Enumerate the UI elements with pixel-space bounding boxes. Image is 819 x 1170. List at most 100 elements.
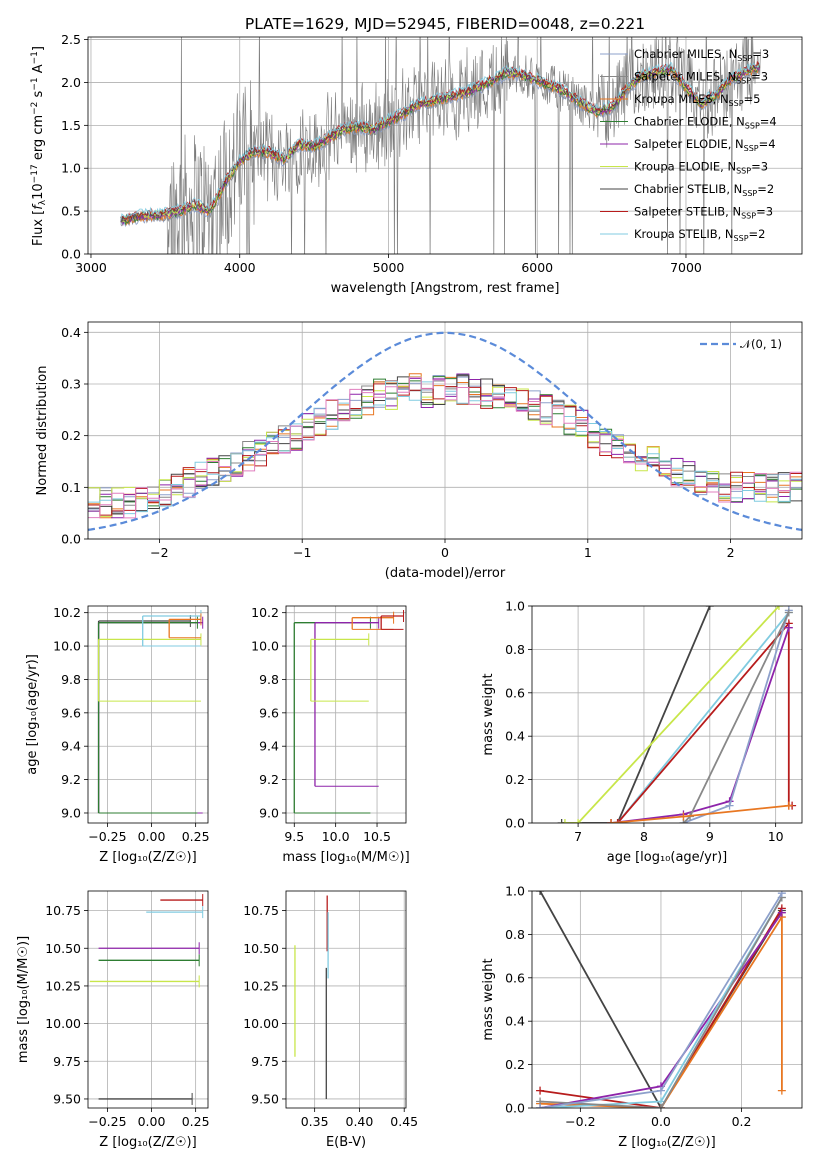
legend-label-main: Chabrier MILES, N — [634, 47, 737, 61]
mw-z-ytick-label: 0.8 — [505, 927, 525, 942]
spectrum-ylabel-part: −1 — [30, 77, 40, 90]
mw-age-marker — [725, 801, 734, 810]
residual-ytick-label: 0.2 — [61, 428, 81, 443]
mw-age-series — [610, 627, 790, 823]
mw-age-xtick-label: 10 — [768, 829, 784, 844]
residual-xtick-label: 0 — [441, 545, 449, 560]
mw-z-marker — [656, 1086, 665, 1095]
mass-ebv-xtick-label: 0.35 — [301, 1114, 329, 1129]
residual-ylabel: Normed distribution — [35, 366, 50, 496]
age-mass-ytick-label: 10.2 — [251, 605, 279, 620]
age-mass-ytick-label: 9.6 — [259, 705, 279, 720]
legend-label-sub: SSP — [745, 122, 760, 131]
age-z-ytick-label: 9.8 — [61, 672, 81, 687]
residual-xtick-label: −1 — [293, 545, 311, 560]
model-spectrum-kroupa-stelib — [120, 62, 761, 221]
mw-age-marker — [679, 812, 688, 821]
spectrum-ylabel: Flux [fλ10−17 erg cm−2 s−1 A−1] — [30, 46, 48, 246]
mass-ebv-ytick-label: 9.50 — [251, 1091, 279, 1106]
mw-age-xtick-label: 9 — [706, 829, 714, 844]
mw-z-plot-area — [536, 891, 786, 1108]
normal-curve — [88, 331, 802, 531]
residual-histogram — [88, 376, 802, 519]
model-spectrum-salpeter-stelib — [120, 60, 761, 221]
mw-age-ytick-label: 0.4 — [505, 729, 525, 744]
mw-age-xtick-label: 8 — [640, 829, 648, 844]
residual-xlabel: (data-model)/error — [385, 566, 506, 581]
model-spectrum-chabrier-stelib — [120, 62, 761, 223]
mw-z-xtick-label: 0.0 — [651, 1114, 671, 1129]
figure-title: PLATE=1629, MJD=52945, FIBERID=0048, z=0… — [245, 15, 645, 33]
mass-z-errorbar — [98, 942, 200, 955]
mw-z-marker — [777, 1086, 786, 1095]
residual-ytick-label: 0.3 — [61, 377, 81, 392]
age-z-ytick-label: 9.2 — [61, 772, 81, 787]
spectrum-plot-area — [120, 37, 761, 254]
spectrum-frame — [87, 36, 803, 255]
age-z-errorbar — [97, 633, 202, 702]
mw-z-xtick-label: −0.2 — [565, 1114, 595, 1129]
legend-label-tail: =5 — [744, 92, 761, 106]
spectrum-ytick-label: 2.5 — [61, 32, 81, 47]
mass-z-plot-area — [89, 894, 204, 1105]
spectrum-xtick-label: 6000 — [521, 260, 553, 275]
legend-label-main: Kroupa STELIB, N — [634, 227, 734, 241]
legend-label-sub: SSP — [741, 212, 756, 221]
age-z-ytick-label: 10.0 — [53, 639, 81, 654]
spectrum-ylabel-part: λ — [38, 199, 48, 205]
age-z-ylabel: age [log₁₀(age/yr)] — [25, 654, 40, 775]
spectrum-ytick-label: 1.5 — [61, 118, 81, 133]
spectrum-xtick-label: 5000 — [373, 260, 405, 275]
mw-age-xtick-label: 7 — [574, 829, 582, 844]
age-z-ytick-label: 10.2 — [53, 605, 81, 620]
spectrum-ylabel-part: Flux [ — [31, 210, 46, 246]
legend-label-main: Salpeter MILES, N — [634, 70, 736, 84]
age-z-ytick-label: 9.0 — [61, 805, 81, 820]
age-mass-ytick-label: 9.2 — [259, 772, 279, 787]
legend-label: Chabrier MILES, NSSP=3 — [634, 47, 769, 63]
mass-ebv-frame — [285, 890, 407, 1109]
age-mass-ytick-label: 10.0 — [251, 639, 279, 654]
age-z-plot-area — [97, 610, 204, 814]
legend-label-sub: SSP — [744, 144, 759, 153]
legend-label-main: Kroupa MILES, N — [634, 92, 729, 106]
mw-age-ytick-label: 0.6 — [505, 685, 525, 700]
legend-label-sub: SSP — [729, 99, 744, 108]
mass-z-errorbar — [160, 894, 204, 907]
legend-label-tail: =2 — [749, 227, 766, 241]
spectrum-ytick-label: 0.0 — [61, 247, 81, 262]
spectrum-ylabel-part: f — [31, 203, 46, 210]
legend-label: Kroupa STELIB, NSSP=2 — [634, 227, 765, 243]
mw-age-ytick-label: 0.8 — [505, 642, 525, 657]
mass-z-ytick-label: 9.50 — [53, 1091, 81, 1106]
spectrum-xtick-label: 3000 — [75, 260, 107, 275]
age-z-ytick-label: 9.6 — [61, 705, 81, 720]
age-mass-xtick-label: 10.5 — [363, 829, 391, 844]
spectrum-ytick-label: 2.0 — [61, 75, 81, 90]
mass-z-xtick-label: −0.25 — [88, 1114, 126, 1129]
mw-age-marker — [557, 819, 566, 823]
mw-z-frame — [531, 890, 803, 1109]
mass-z-errorbar — [89, 975, 200, 988]
mw-z-marker — [536, 891, 545, 895]
mw-z-ytick-label: 0.4 — [505, 1014, 525, 1029]
mass-z-errorbar — [146, 906, 204, 919]
spectrum-ylabel-part: erg cm — [31, 115, 46, 164]
mass-ebv-xtick-label: 0.40 — [346, 1114, 374, 1129]
legend-label-sub: SSP — [736, 77, 751, 86]
mw-age-marker — [560, 819, 569, 823]
mw-age-plot-area — [557, 606, 797, 823]
age-mass-xtick-label: 10.0 — [322, 829, 350, 844]
mass-ebv-xlabel: E(B-V) — [326, 1135, 366, 1150]
spectrum-ylabel-part: 10 — [31, 183, 46, 200]
spectrum-ylabel-part: −17 — [30, 164, 40, 183]
legend-label-tail: =4 — [760, 115, 777, 129]
mw-age-marker — [607, 819, 616, 823]
mass-z-xtick-label: 0.25 — [182, 1114, 210, 1129]
mw-z-marker — [656, 1104, 665, 1108]
legend-label: 𝒩(0, 1) — [740, 337, 782, 351]
mw-z-ytick-label: 0.6 — [505, 970, 525, 985]
residual-ytick-label: 0.1 — [61, 480, 81, 495]
residual-ytick-label: 0.0 — [61, 532, 81, 547]
legend-label-main: Salpeter ELODIE, N — [634, 137, 744, 151]
